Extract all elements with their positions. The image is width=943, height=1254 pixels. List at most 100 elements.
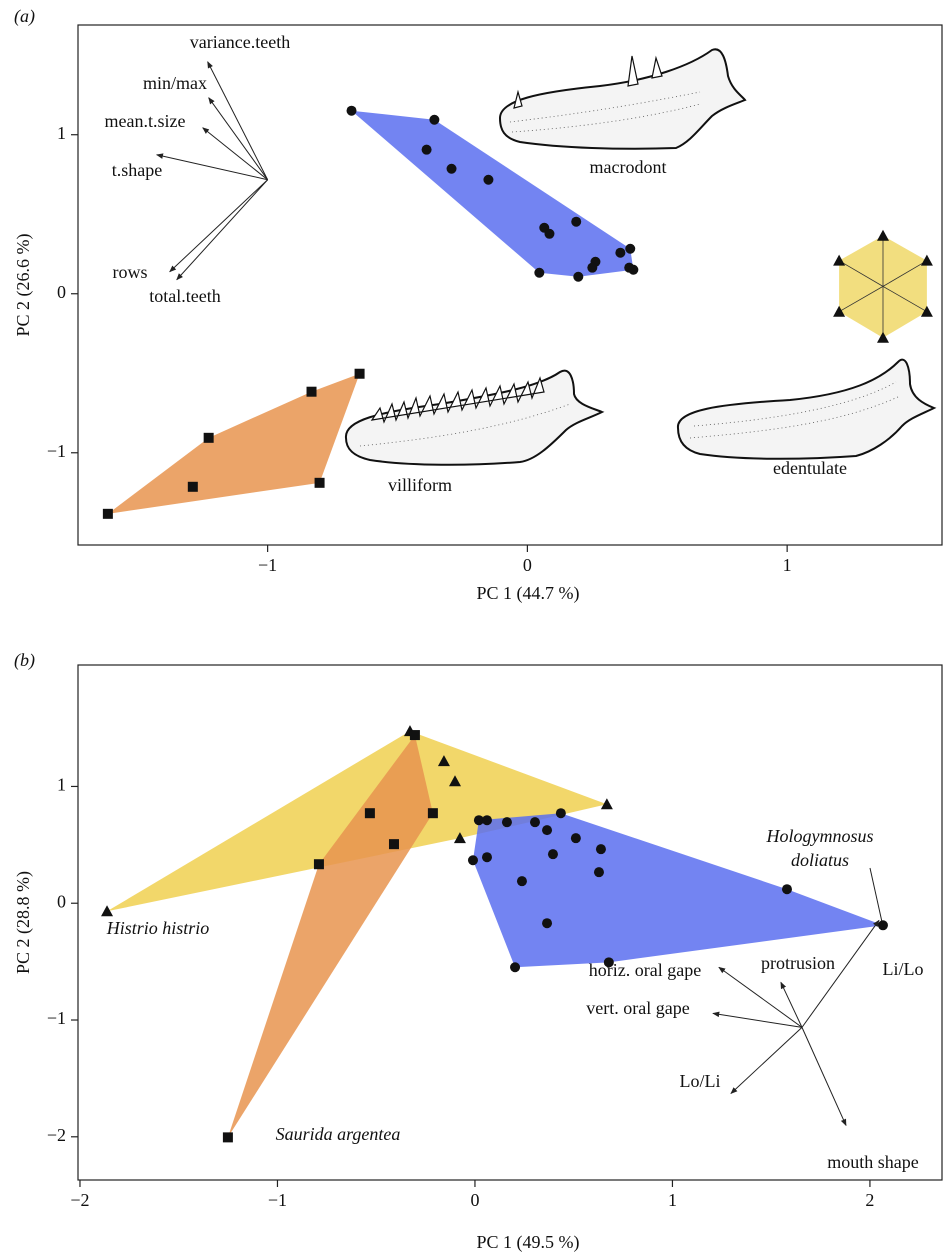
point [354,368,365,379]
point [595,844,606,855]
group-hull [227,735,433,1138]
point [473,815,484,826]
loading-label: rows [113,262,148,282]
y-tick-label: 1 [57,775,66,795]
point [593,867,604,878]
point [510,962,521,973]
point [571,216,582,227]
point [876,229,889,241]
loading-label: Li/Lo [883,959,924,979]
jaw-villiform [344,369,605,466]
point [421,144,432,155]
point [628,264,639,275]
point [920,254,933,266]
loading-arrow [156,153,268,181]
point [600,798,613,810]
point [446,163,457,174]
loading-label: horiz. oral gape [589,960,701,980]
y-tick-label: −1 [47,441,66,461]
plot-area [101,725,888,1143]
point [920,305,933,317]
point [516,876,527,887]
group-hull [351,110,634,277]
loading-label: vert. oral gape [586,998,689,1018]
point [573,271,584,282]
x-tick-label: −1 [268,1190,287,1210]
annotation: Hologymnosus [766,826,874,846]
x-tick-label: 1 [668,1190,677,1210]
annotation: Histrio histrio [106,918,210,938]
loading-label: mean.t.size [105,111,186,131]
y-tick-label: −1 [47,1008,66,1028]
hull-spoke [882,286,928,313]
annotation: macrodont [590,157,667,177]
point [364,808,375,819]
point [501,817,512,828]
group-hull [107,373,360,514]
point [467,855,478,866]
point [877,920,888,931]
hull-spoke [838,260,884,287]
point [481,852,492,863]
loading-arrow [780,981,803,1028]
point [314,477,325,488]
point [542,825,553,836]
loading-arrow [202,127,268,181]
loading-arrow [208,97,269,181]
hull-spoke [838,286,884,313]
loading-arrow [801,1027,847,1127]
point [625,243,636,254]
y-tick-label: 0 [57,891,66,911]
annotation: Saurida argentea [276,1124,401,1144]
hull-spoke [882,260,928,287]
y-tick-label: −2 [47,1125,66,1145]
panel-label: (a) [14,6,35,27]
loading-arrow [718,966,803,1028]
x-tick-label: 2 [865,1190,874,1210]
x-tick-label: 0 [523,555,532,575]
annotation: villiform [388,475,452,495]
loading-label: min/max [143,73,207,93]
loading-label: t.shape [112,160,162,180]
annotation: edentulate [773,458,847,478]
point [409,730,420,741]
loading-arrow [730,1027,803,1094]
point [101,905,114,917]
point [833,305,846,317]
point [388,839,399,850]
point [313,859,324,870]
point [449,775,462,787]
point [481,815,492,826]
y-axis-label: PC 2 (26.6 %) [13,233,34,336]
loading-arrow [801,919,880,1028]
point [437,755,450,767]
point [555,808,566,819]
loading-arrow [207,61,269,180]
x-tick-label: −1 [258,555,277,575]
y-tick-label: 0 [57,282,66,302]
point [222,1132,233,1143]
loading-arrow [176,179,268,281]
point [102,508,113,519]
point [429,114,440,125]
point [534,267,545,278]
jaw-macrodont [498,48,747,150]
point [529,817,540,828]
point [427,808,438,819]
annotation-leader [869,867,883,923]
loading-arrow [712,1011,803,1028]
loading-arrow [169,179,268,273]
point [542,918,553,929]
jaw-edentulate [676,358,937,460]
point [781,884,792,895]
loading-label: protrusion [761,953,835,973]
x-axis-label: PC 1 (44.7 %) [477,583,580,604]
annotation: doliatus [791,850,849,870]
point [587,262,598,273]
loading-label: total.teeth [149,286,220,306]
loading-label: variance.teeth [190,32,290,52]
plot-frame [77,664,943,1181]
point [876,331,889,343]
plot-frame [77,24,943,546]
